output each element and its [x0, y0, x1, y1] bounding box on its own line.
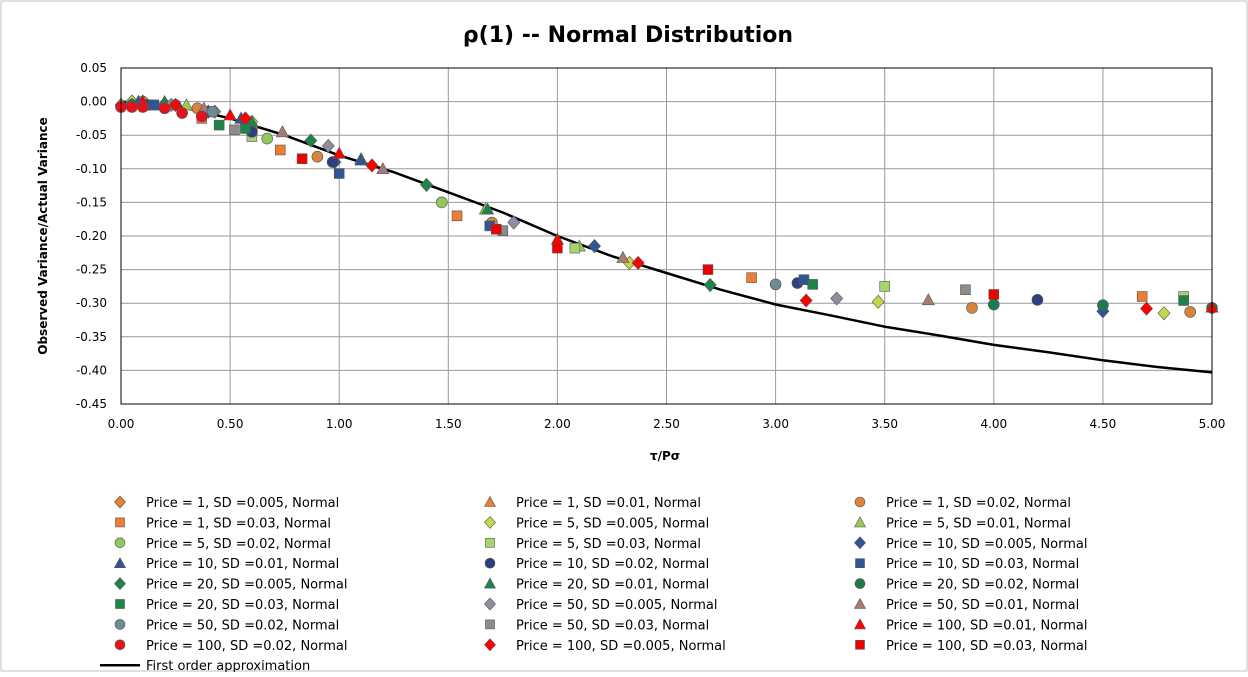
legend-label: Price = 10, SD =0.005, Normal [886, 537, 1087, 552]
legend-label: Price = 1, SD =0.02, Normal [886, 496, 1071, 511]
legend-label: Price = 50, SD =0.03, Normal [516, 618, 709, 633]
legend-label: First order approximation [146, 659, 310, 672]
legend-marker [115, 619, 125, 629]
legend-marker [855, 579, 865, 589]
data-point [177, 108, 188, 119]
x-tick-label: 4.00 [980, 417, 1007, 431]
x-tick-label: 5.00 [1199, 417, 1226, 431]
data-point [570, 243, 580, 253]
data-point [230, 125, 240, 135]
legend: Price = 1, SD =0.005, Normal Price = 1, S… [100, 496, 1087, 672]
y-tick-label: -0.45 [76, 397, 107, 411]
legend-label: Price = 20, SD =0.02, Normal [886, 578, 1079, 593]
legend-label: Price = 5, SD =0.03, Normal [516, 537, 701, 552]
data-point [312, 151, 323, 162]
data-point [703, 265, 713, 275]
legend-label: Price = 5, SD =0.005, Normal [516, 516, 709, 531]
legend-label: Price = 20, SD =0.005, Normal [146, 578, 347, 593]
data-point [799, 275, 809, 285]
data-point [207, 106, 218, 117]
legend-marker [115, 640, 125, 650]
data-point [262, 133, 273, 144]
y-tick-label: -0.40 [76, 363, 107, 377]
y-tick-label: -0.15 [76, 195, 107, 209]
legend-label: Price = 1, SD =0.01, Normal [516, 496, 701, 511]
data-point [334, 169, 344, 179]
data-point [1097, 300, 1108, 311]
y-tick-label: 0.00 [80, 95, 107, 109]
x-tick-label: 0.50 [217, 417, 244, 431]
x-tick-label: 1.50 [435, 417, 462, 431]
legend-label: Price = 10, SD =0.01, Normal [146, 557, 339, 572]
legend-marker [485, 558, 495, 568]
data-point [275, 145, 285, 155]
data-point [1185, 306, 1196, 317]
data-point [747, 273, 757, 283]
x-tick-label: 2.50 [653, 417, 680, 431]
y-tick-label: -0.10 [76, 162, 107, 176]
x-tick-label: 0.00 [108, 417, 135, 431]
data-point [214, 120, 224, 130]
legend-marker [486, 620, 495, 629]
data-point [1032, 294, 1043, 305]
y-tick-label: 0.05 [80, 61, 107, 75]
legend-label: Price = 5, SD =0.02, Normal [146, 537, 331, 552]
legend-marker [855, 497, 865, 507]
data-point [196, 111, 207, 122]
y-tick-label: -0.30 [76, 296, 107, 310]
y-axis-title: Observed Variance/Actual Variance [36, 117, 50, 354]
x-tick-label: 1.00 [326, 417, 353, 431]
legend-label: Price = 50, SD =0.005, Normal [516, 598, 717, 613]
data-point [159, 103, 170, 114]
chart-title: ρ(1) -- Normal Distribution [463, 23, 793, 48]
data-point [989, 290, 999, 300]
data-point [137, 101, 148, 112]
legend-marker [856, 559, 865, 568]
data-point [808, 279, 818, 289]
y-tick-label: -0.35 [76, 330, 107, 344]
data-point [1179, 296, 1189, 306]
data-point [1137, 292, 1147, 302]
legend-label: Price = 10, SD =0.03, Normal [886, 557, 1079, 572]
legend-label: Price = 100, SD =0.005, Normal [516, 639, 726, 654]
legend-label: Price = 5, SD =0.01, Normal [886, 516, 1071, 531]
legend-label: Price = 50, SD =0.02, Normal [146, 618, 339, 633]
y-tick-label: -0.25 [76, 263, 107, 277]
legend-label: Price = 1, SD =0.03, Normal [146, 516, 331, 531]
y-tick-label: -0.05 [76, 128, 107, 142]
legend-label: Price = 10, SD =0.02, Normal [516, 557, 709, 572]
x-tick-label: 3.50 [871, 417, 898, 431]
legend-label: Price = 100, SD =0.01, Normal [886, 618, 1087, 633]
legend-marker [116, 600, 125, 609]
x-tick-label: 3.00 [762, 417, 789, 431]
data-point [452, 211, 462, 221]
data-point [149, 100, 159, 110]
y-tick-label: -0.20 [76, 229, 107, 243]
x-tick-label: 2.00 [544, 417, 571, 431]
legend-label: Price = 1, SD =0.005, Normal [146, 496, 339, 511]
data-point [297, 154, 307, 164]
data-point [126, 101, 137, 112]
data-point [988, 299, 999, 310]
data-point [966, 302, 977, 313]
data-point [491, 224, 501, 234]
data-point [960, 285, 970, 295]
legend-label: Price = 100, SD =0.03, Normal [886, 639, 1087, 654]
legend-marker [486, 538, 495, 547]
x-tick-label: 4.50 [1090, 417, 1117, 431]
legend-label: Price = 20, SD =0.01, Normal [516, 578, 709, 593]
x-axis-title: τ/Pσ [650, 449, 680, 463]
data-point [880, 281, 890, 291]
legend-marker [116, 518, 125, 527]
data-point [436, 197, 447, 208]
data-point [770, 279, 781, 290]
legend-marker [115, 538, 125, 548]
data-point [552, 243, 562, 253]
legend-label: Price = 50, SD =0.01, Normal [886, 598, 1079, 613]
legend-marker [856, 640, 865, 649]
legend-label: Price = 20, SD =0.03, Normal [146, 598, 339, 613]
legend-label: Price = 100, SD =0.02, Normal [146, 639, 347, 654]
